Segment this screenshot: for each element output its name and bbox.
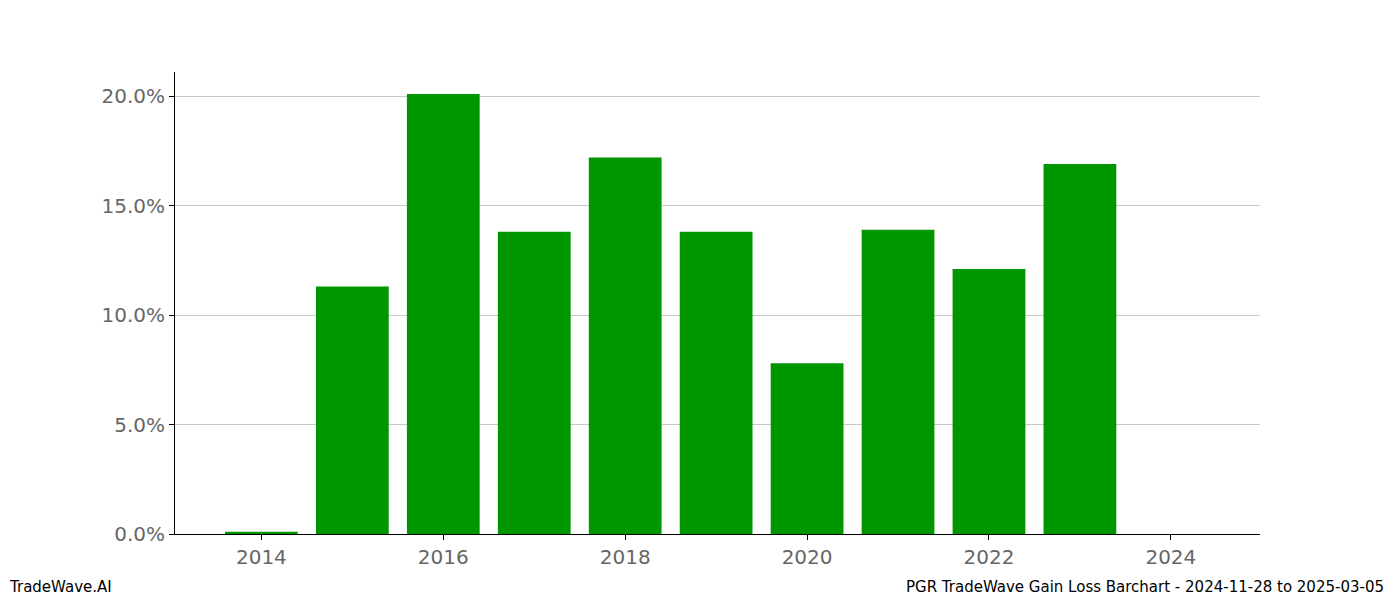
svg-text:2018: 2018: [600, 545, 651, 569]
svg-text:2022: 2022: [964, 545, 1015, 569]
svg-text:0.0%: 0.0%: [114, 522, 165, 546]
svg-text:2020: 2020: [782, 545, 833, 569]
svg-text:2024: 2024: [1145, 545, 1196, 569]
svg-text:10.0%: 10.0%: [101, 303, 165, 327]
svg-text:TradeWave.AI: TradeWave.AI: [9, 578, 112, 596]
svg-text:2016: 2016: [418, 545, 469, 569]
svg-text:5.0%: 5.0%: [114, 413, 165, 437]
svg-text:20.0%: 20.0%: [101, 84, 165, 108]
svg-text:PGR TradeWave Gain Loss Barcha: PGR TradeWave Gain Loss Barchart - 2024-…: [906, 578, 1384, 596]
svg-text:2014: 2014: [236, 545, 287, 569]
svg-text:15.0%: 15.0%: [101, 194, 165, 218]
